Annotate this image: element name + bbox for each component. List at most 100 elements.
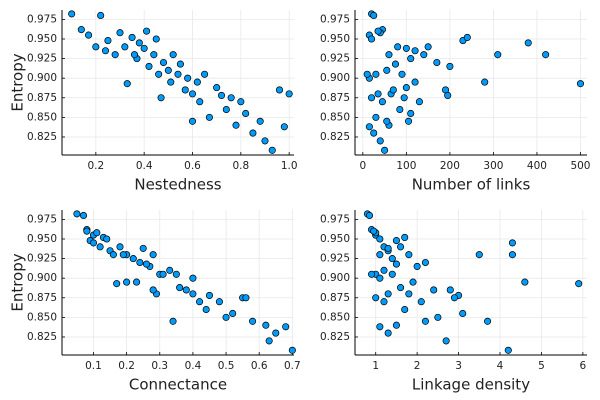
y-tick-label: 0.825: [320, 131, 350, 143]
point: [392, 260, 400, 268]
point: [196, 98, 204, 106]
point: [376, 274, 384, 282]
point: [475, 251, 483, 259]
point: [159, 270, 167, 278]
point: [508, 251, 516, 259]
point: [93, 229, 101, 237]
point: [381, 146, 389, 154]
y-tick-label: 0.900: [320, 72, 350, 84]
point: [405, 251, 413, 259]
point: [372, 294, 380, 302]
y-tick-label: 0.975: [27, 213, 57, 225]
point: [157, 94, 165, 102]
point: [189, 290, 197, 298]
point: [398, 70, 406, 78]
point: [222, 313, 230, 321]
point: [201, 70, 209, 78]
point: [149, 286, 157, 294]
point: [272, 329, 280, 337]
point: [249, 129, 257, 137]
point: [195, 298, 204, 306]
point: [367, 94, 376, 102]
point: [368, 270, 376, 278]
point: [421, 317, 429, 325]
point: [442, 337, 450, 345]
point: [576, 80, 585, 88]
point: [401, 233, 409, 241]
y-tick-label: 0.975: [320, 13, 350, 25]
point: [444, 91, 452, 99]
point: [193, 78, 201, 86]
point: [383, 66, 391, 74]
point: [145, 62, 153, 70]
point: [404, 117, 413, 125]
y-axis-label: Entropy: [9, 253, 27, 311]
y-tick-label: 0.975: [27, 13, 57, 25]
x-tick-label: 0.7: [284, 360, 301, 372]
y-tick-label: 0.875: [27, 292, 57, 304]
point: [222, 105, 230, 114]
point: [411, 78, 419, 86]
point: [372, 70, 380, 78]
point: [424, 43, 432, 51]
point: [504, 346, 512, 354]
point: [280, 123, 288, 131]
x-axis-label: Linkage density: [412, 376, 530, 394]
x-tick-label: 0.4: [136, 160, 153, 172]
y-tick-label: 0.950: [320, 233, 350, 245]
x-tick-label: 0.2: [118, 360, 135, 372]
y-tick-label: 0.925: [320, 253, 350, 265]
point: [392, 237, 400, 245]
point: [421, 258, 429, 267]
point: [370, 11, 378, 20]
point: [380, 266, 388, 274]
x-tick-label: 0.1: [85, 360, 102, 372]
point: [396, 105, 404, 114]
point: [97, 11, 105, 20]
point: [113, 280, 121, 288]
point: [365, 123, 373, 131]
x-tick-label: 0.2: [87, 160, 104, 172]
point: [116, 29, 124, 37]
point: [213, 84, 221, 92]
point: [402, 44, 410, 52]
y-tick-label: 0.825: [320, 331, 350, 343]
point: [508, 239, 516, 247]
y-tick-label: 0.900: [27, 272, 57, 284]
point: [397, 243, 405, 251]
point: [388, 255, 396, 263]
point: [376, 251, 384, 259]
point: [121, 43, 129, 51]
y-tick-label: 0.850: [320, 311, 350, 323]
x-tick-label: 0.6: [184, 160, 201, 172]
point: [111, 51, 119, 59]
x-axis-label: Connectance: [129, 376, 227, 394]
point: [256, 117, 264, 125]
point: [481, 78, 489, 86]
point: [150, 51, 158, 59]
y-tick-label: 0.875: [27, 92, 57, 104]
x-tick-label: 100: [396, 160, 416, 172]
point: [188, 117, 197, 125]
point: [143, 27, 151, 35]
point: [172, 270, 180, 278]
point: [77, 26, 85, 34]
point: [282, 323, 290, 331]
point: [129, 255, 137, 263]
point: [363, 70, 371, 78]
point: [285, 90, 293, 98]
x-tick-label: 0.5: [218, 360, 235, 372]
x-tick-label: 0.3: [151, 360, 168, 372]
point: [391, 60, 400, 68]
x-tick-label: 300: [483, 160, 503, 172]
point: [140, 44, 148, 52]
point: [383, 117, 391, 125]
y-tick-label: 0.925: [27, 53, 57, 65]
point: [524, 39, 532, 47]
x-tick-label: 3: [455, 360, 462, 372]
y-tick-label: 0.850: [27, 311, 57, 323]
x-tick-label: 4: [497, 360, 504, 372]
point: [376, 137, 384, 145]
